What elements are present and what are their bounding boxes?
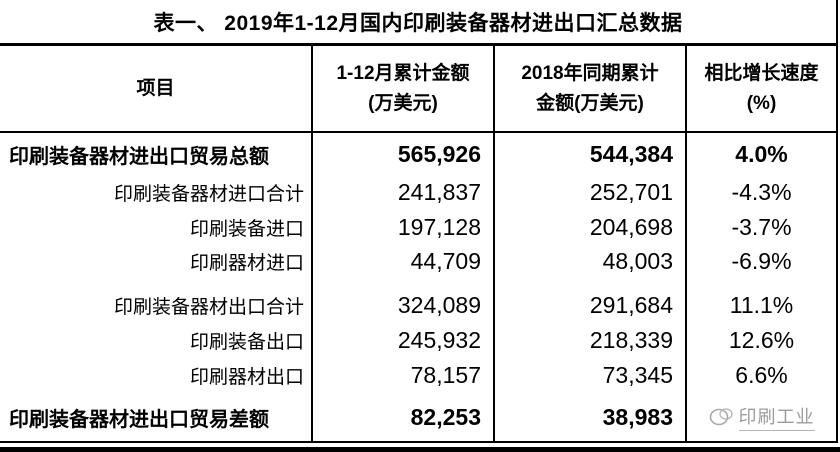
row-label-cell: 印刷装备器材进口合计 — [0, 175, 313, 210]
table-bottom-border — [0, 447, 840, 452]
row-label-cell: 印刷装备器材进出口贸易差额 — [0, 393, 313, 441]
amount-2018-cell: 544,384 — [495, 133, 687, 175]
header-growth-line1: 相比增长速度 — [704, 63, 819, 85]
growth-cell: -6.9% — [731, 247, 792, 274]
table-right-border — [836, 0, 838, 443]
amount-2018-cell: 218,339 — [495, 323, 687, 358]
amount-2018-cell: 204,698 — [495, 210, 687, 244]
row-label-cell: 印刷装备进口 — [0, 210, 313, 244]
growth-cell: 11.1% — [729, 292, 794, 318]
header-item-line1: 项目 — [136, 77, 175, 99]
growth-cell: -4.3% — [731, 179, 792, 205]
header-amount-2019-line1: 1-12月累计金额 — [336, 63, 470, 85]
header-amount-2018-line1: 2018年同期累计 — [521, 63, 659, 85]
row-label-cell: 印刷装备器材进出口贸易总额 — [0, 133, 313, 175]
growth-cell: 12.6% — [728, 327, 795, 353]
amount-2018-cell: 38,983 — [495, 393, 687, 441]
row-label-cell: 印刷装备器材出口合计 — [0, 288, 313, 323]
growth-cell: -3.7% — [731, 213, 792, 240]
growth-cell: 4.0% — [735, 140, 788, 167]
header-growth: 相比增长速度 (%) — [687, 46, 836, 133]
header-growth-line2: (%) — [746, 92, 777, 114]
watermark-logo-icon — [709, 406, 735, 428]
amount-2019-cell: 324,089 — [313, 288, 495, 323]
amount-2019-cell: 78,157 — [313, 358, 495, 393]
header-amount-2019: 1-12月累计金额 (万美元) — [313, 46, 495, 133]
amount-2019-cell: 241,837 — [313, 175, 495, 210]
growth-cell: 6.6% — [735, 362, 788, 388]
amount-2018-cell: 291,684 — [495, 288, 687, 323]
amount-2019-cell: 245,932 — [313, 323, 495, 358]
watermark: 印刷工业 — [687, 393, 836, 441]
amount-2019-cell: 197,128 — [313, 210, 495, 244]
header-item: 项目 — [0, 46, 313, 133]
amount-2018-cell: 73,345 — [495, 358, 687, 393]
amount-2018-cell: 48,003 — [495, 244, 687, 278]
row-label-cell: 印刷器材进口 — [0, 244, 313, 278]
header-amount-2019-line2: (万美元) — [368, 92, 438, 114]
amount-2019-cell: 565,926 — [313, 133, 495, 175]
group-spacer — [687, 278, 836, 288]
group-spacer — [495, 278, 687, 288]
summary-table: 项目 1-12月累计金额 (万美元) 2018年同期累计 金额(万美元) 相比增… — [0, 46, 836, 443]
amount-2019-cell: 82,253 — [313, 393, 495, 441]
amount-2019-cell: 44,709 — [313, 244, 495, 278]
group-spacer — [313, 278, 495, 288]
watermark-text: 印刷工业 — [738, 403, 815, 431]
header-amount-2018-line2: 金额(万美元) — [536, 92, 644, 114]
table-title: 表一、 2019年1-12月国内印刷装备器材进出口汇总数据 — [0, 0, 836, 46]
row-label-cell: 印刷装备出口 — [0, 323, 313, 358]
amount-2018-cell: 252,701 — [495, 175, 687, 210]
header-amount-2018: 2018年同期累计 金额(万美元) — [495, 46, 687, 133]
group-spacer — [0, 278, 313, 288]
row-label-cell: 印刷器材出口 — [0, 358, 313, 393]
